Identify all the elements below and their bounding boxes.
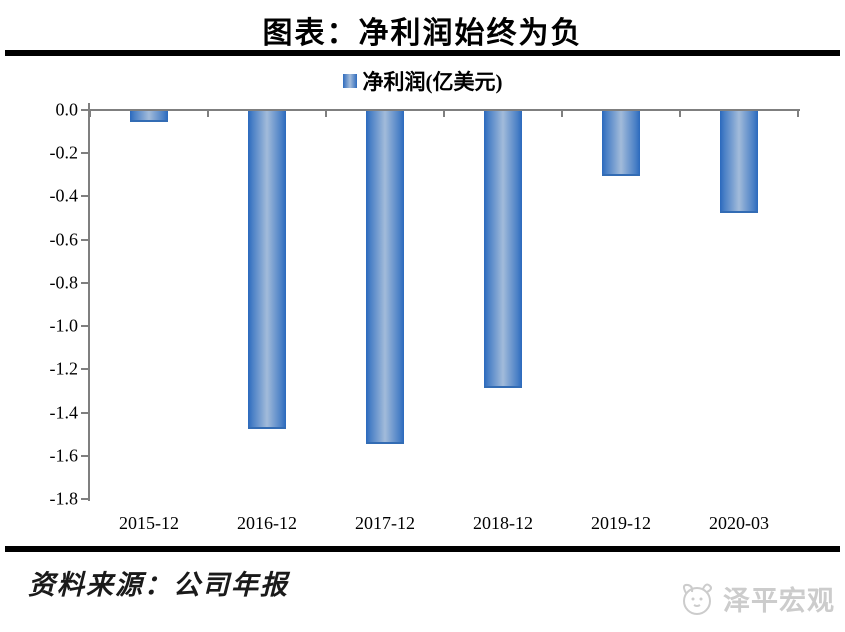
legend-marker-icon [342, 74, 357, 88]
y-axis-label: -1.0 [49, 315, 79, 336]
y-axis-label: -0.2 [49, 142, 79, 163]
bar-2016-12 [248, 111, 286, 429]
bar-2018-12 [484, 111, 522, 388]
y-axis-tick [81, 238, 88, 241]
bar-2015-12 [130, 111, 168, 122]
y-axis-tick [81, 152, 88, 155]
y-axis-label: 0.0 [55, 99, 79, 120]
x-axis-label: 2015-12 [119, 513, 179, 533]
x-axis-tick [561, 111, 563, 117]
chart-title: 图表：净利润始终为负 [262, 17, 583, 50]
x-axis-tick [89, 111, 91, 117]
y-axis-label: -1.4 [49, 402, 79, 423]
y-axis-tick [81, 454, 88, 457]
y-axis-tick [81, 498, 88, 500]
x-axis-tick [325, 111, 327, 117]
x-axis-label: 2018-12 [473, 513, 533, 533]
source-note: 资料来源：公司年报 [28, 570, 289, 600]
legend: 净利润(亿美元) [0, 66, 845, 96]
y-axis-label: -1.2 [49, 358, 79, 379]
x-axis-tick [207, 111, 209, 117]
legend-label: 净利润(亿美元) [362, 70, 503, 94]
plot-area: 0.0 -0.2 -0.4 -0.6 -0.8 -1.0 -1.2 -1.4 -1.6 -1.8 2… [50, 100, 800, 533]
y-axis-tick [81, 368, 88, 371]
bar-2020-03 [720, 111, 758, 213]
x-axis-label: 2016-12 [237, 513, 297, 533]
y-axis-tick [81, 281, 88, 284]
y-axis-label: -0.4 [49, 185, 79, 206]
watermark-text: 泽平宏观 [723, 585, 835, 616]
y-axis-line [88, 103, 90, 501]
y-axis-label: -1.6 [49, 445, 79, 466]
x-axis-label: 2020-03 [709, 513, 769, 533]
top-divider-rule [5, 50, 840, 56]
x-axis-tick [797, 111, 799, 117]
bar-2017-12 [366, 111, 404, 444]
watermark-logo: 泽平宏观 [673, 576, 835, 620]
y-axis-label: -0.8 [49, 272, 79, 293]
x-axis-tick [679, 111, 681, 117]
y-axis-label: -0.6 [49, 229, 79, 250]
x-axis-label: 2019-12 [591, 513, 651, 533]
x-axis-label: 2017-12 [355, 513, 415, 533]
bar-2019-12 [602, 111, 640, 176]
bottom-divider-rule [5, 546, 840, 552]
y-axis-tick [81, 411, 88, 414]
chart-area: 0.0 -0.2 -0.4 -0.6 -0.8 -1.0 -1.2 -1.4 -1.6 -1.8 2… [50, 100, 800, 533]
x-axis-tick [443, 111, 445, 117]
zeping-macro-mascot-icon [682, 583, 712, 615]
y-axis-tick [81, 325, 88, 328]
y-axis-label: -1.8 [49, 488, 79, 509]
y-axis-tick [81, 109, 88, 111]
zero-axis-line [88, 109, 800, 111]
y-axis-tick [81, 195, 88, 198]
